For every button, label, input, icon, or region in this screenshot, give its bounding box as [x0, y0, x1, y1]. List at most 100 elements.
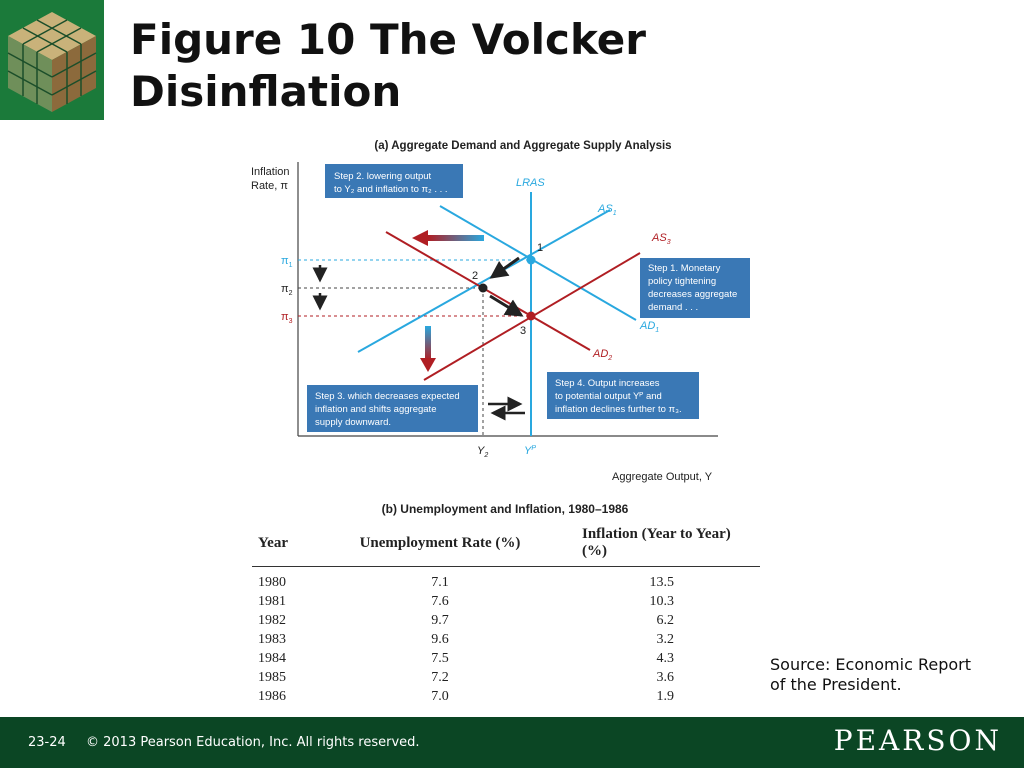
table-header-row: Year Unemployment Rate (%) Inflation (Ye…	[252, 522, 760, 567]
cell-unemployment: 9.6	[431, 631, 449, 647]
step-1-box: Step 1. Monetary policy tightening decre…	[640, 258, 750, 318]
cell-inflation: 3.2	[656, 631, 675, 647]
step-2-line-2: to Y₂ and inflation to π₂ . . .	[334, 184, 448, 195]
table-row: 1984 7.5 4.3	[252, 649, 760, 668]
pi2-tick-label: π2	[281, 283, 293, 297]
arrow-2-to-3	[489, 294, 524, 317]
source-line-1: Source: Economic Report	[770, 655, 972, 674]
copyright-text: © 2013 Pearson Education, Inc. All right…	[86, 735, 420, 750]
step-4-line-3: inflation declines further to π₃.	[555, 404, 682, 415]
step-3-line-3: supply downward.	[315, 417, 391, 428]
x-axis-label: Aggregate Output, Y	[612, 471, 713, 483]
step-4-line-1: Step 4. Output increases	[555, 378, 660, 389]
step-4-box: Step 4. Output increases to potential ou…	[547, 372, 699, 419]
ad2-label: AD2	[592, 348, 612, 362]
as1-curve	[357, 209, 611, 353]
y2-tick-label: Y2	[477, 445, 488, 459]
pi3-symbol: π	[281, 311, 289, 323]
ad-shift-arrow-head	[412, 230, 428, 246]
cell-inflation: 3.6	[656, 669, 675, 685]
cell-unemployment: 7.5	[431, 650, 449, 666]
as1-label-sub: 1	[613, 210, 617, 217]
ad-as-diagram: (a) Aggregate Demand and Aggregate Suppl…	[251, 140, 750, 483]
as1-label: AS1	[597, 203, 617, 217]
table-row: 1982 9.7 6.2	[252, 611, 760, 630]
step-1-line-4: demand . . .	[648, 302, 698, 313]
cell-inflation: 13.5	[649, 574, 675, 590]
lras-label: LRAS	[516, 177, 545, 189]
yp-superscript: P	[531, 445, 536, 452]
step-3-box: Step 3. which decreases expected inflati…	[307, 385, 478, 432]
y-axis-label-line-1: Inflation	[251, 166, 290, 178]
header-inflation: Inflation (Year to Year) (%)	[546, 522, 760, 567]
cell-inflation: 6.2	[656, 612, 675, 628]
cell-inflation: 1.9	[656, 688, 675, 704]
header-unemployment: Unemployment Rate (%)	[334, 522, 546, 567]
point-2-label: 2	[472, 270, 478, 282]
pi1-subscript: 1	[289, 262, 293, 269]
cell-unemployment: 9.7	[431, 612, 449, 628]
point-3-label: 3	[520, 325, 526, 337]
page-number: 23-24	[28, 735, 66, 750]
y-axis-label-line-2: Rate, π	[251, 180, 288, 192]
slide-title: Figure 10 The Volcker Disinflation	[130, 14, 646, 118]
table-row: 1986 7.0 1.9	[252, 687, 760, 706]
pi2-subscript: 2	[289, 290, 293, 297]
header-year: Year	[252, 522, 334, 567]
cell-year: 1985	[258, 669, 286, 685]
point-1-label: 1	[537, 242, 543, 254]
pi1-tick-label: π1	[281, 255, 293, 269]
cell-unemployment: 7.6	[431, 593, 449, 609]
cell-year: 1980	[258, 574, 286, 590]
ad1-label: AD1	[639, 320, 659, 334]
cell-unemployment: 7.1	[431, 574, 449, 590]
cell-year: 1981	[258, 593, 286, 609]
as3-label-main: AS	[651, 232, 667, 244]
as3-label-sub: 3	[667, 239, 671, 246]
step-3-line-1: Step 3. which decreases expected	[315, 391, 460, 402]
table-row: 1983 9.6 3.2	[252, 630, 760, 649]
ad1-curve	[439, 205, 637, 321]
pi1-symbol: π	[281, 255, 289, 267]
pi2-symbol: π	[281, 283, 289, 295]
as-shift-arrow-head	[420, 358, 436, 372]
as3-label: AS3	[651, 232, 671, 246]
step-2-box: Step 2. lowering output to Y₂ and inflat…	[325, 164, 463, 198]
panel-b-title: (b) Unemployment and Inflation, 1980–198…	[381, 502, 629, 516]
slide-title-line-1: Figure 10 The Volcker	[130, 15, 646, 64]
table-row: 1985 7.2 3.6	[252, 668, 760, 687]
step-3-line-2: inflation and shifts aggregate	[315, 404, 436, 415]
as-shift-arrow-shaft	[425, 326, 431, 360]
cell-unemployment: 7.0	[431, 688, 449, 704]
cell-year: 1982	[258, 612, 286, 628]
point-3-marker	[526, 311, 536, 321]
ad1-label-main: AD	[639, 320, 655, 332]
yp-symbol: Y	[524, 445, 532, 457]
ad-shift-arrow-shaft	[428, 235, 484, 241]
cell-year: 1986	[258, 688, 286, 704]
step-1-line-3: decreases aggregate	[648, 289, 737, 300]
point-1-marker	[526, 255, 536, 265]
ad1-label-sub: 1	[655, 327, 659, 334]
table-row: 1980 7.1 13.5	[252, 567, 760, 593]
step-2-line-1: Step 2. lowering output	[334, 171, 432, 182]
ad2-label-sub: 2	[607, 355, 612, 362]
cell-inflation: 10.3	[649, 593, 675, 609]
cell-year: 1983	[258, 631, 286, 647]
pearson-wordmark: PEARSON	[833, 724, 1002, 757]
ad2-label-main: AD	[592, 348, 608, 360]
cell-inflation: 4.3	[656, 650, 675, 666]
pi3-subscript: 3	[289, 318, 293, 325]
source-line-2: of the President.	[770, 675, 902, 694]
footer-bar	[0, 717, 1024, 768]
table-row: 1981 7.6 10.3	[252, 592, 760, 611]
slide-title-line-2: Disinflation	[130, 67, 402, 116]
point-2-marker	[478, 283, 488, 293]
cell-year: 1984	[258, 650, 286, 666]
ad2-curve	[385, 231, 591, 351]
panel-a-title: (a) Aggregate Demand and Aggregate Suppl…	[374, 140, 671, 152]
arrow-1-to-2	[489, 256, 520, 279]
step-1-line-2: policy tightening	[648, 276, 716, 287]
pearson-cube-logo	[0, 0, 104, 120]
y2-symbol: Y	[477, 445, 485, 457]
